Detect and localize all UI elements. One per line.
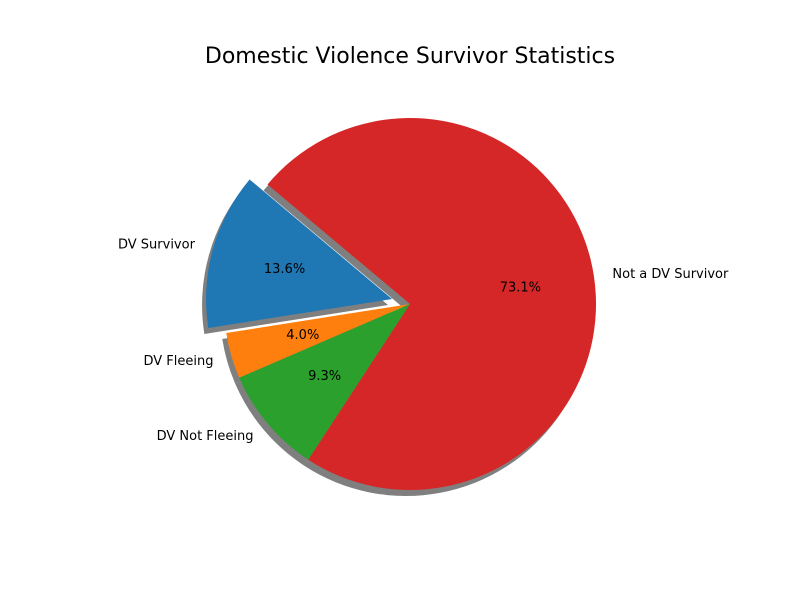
slice-label-dv-not-fleeing: DV Not Fleeing	[157, 429, 254, 444]
pie-slice-dv-not-fleeing	[239, 304, 410, 460]
pct-label-not-a-dv-survivor: 73.1%	[500, 281, 541, 296]
slice-label-dv-fleeing: DV Fleeing	[143, 354, 213, 369]
pct-label-dv-not-fleeing: 9.3%	[308, 369, 341, 384]
pie-label-layer: DV Survivor 13.6% DV Fleeing 4.0% DV Not Fle…	[118, 237, 729, 444]
pct-label-dv-fleeing: 4.0%	[286, 328, 319, 343]
chart-title: Domestic Violence Survivor Statistics	[205, 44, 615, 69]
pie-slice-layer	[206, 118, 597, 491]
pie-slice-dv-fleeing	[226, 304, 410, 378]
pct-label-dv-survivor: 13.6%	[264, 262, 305, 277]
pie-slice-dv-survivor	[206, 179, 393, 328]
slice-label-not-a-dv-survivor: Not a DV Survivor	[612, 267, 729, 282]
slice-label-dv-survivor: DV Survivor	[118, 237, 196, 252]
pie-slice-not-a-dv-survivor	[267, 118, 597, 491]
